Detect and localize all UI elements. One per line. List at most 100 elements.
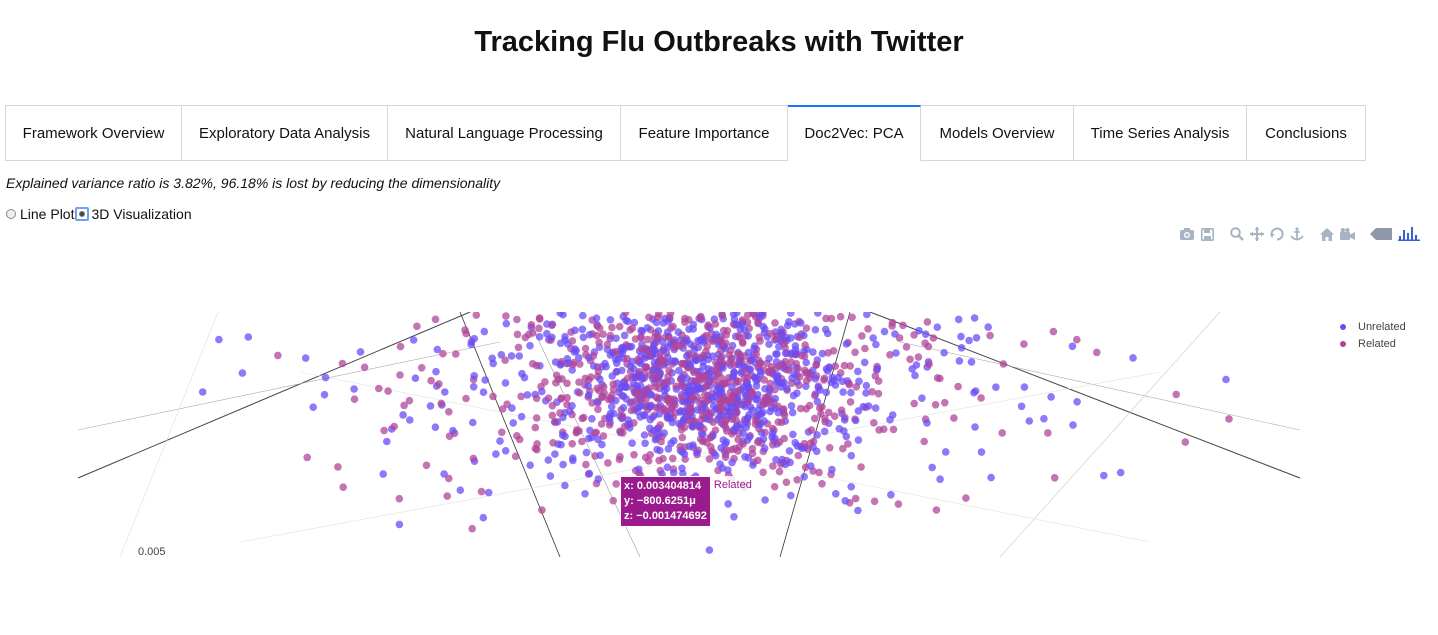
scatter-point — [238, 369, 247, 377]
scatter-point — [607, 402, 616, 411]
scatter-point — [467, 340, 476, 349]
scatter-point — [532, 414, 541, 422]
scatter-point — [1068, 342, 1077, 351]
scatter-point — [383, 437, 391, 446]
scatter-point — [753, 411, 762, 420]
scatter-point — [761, 325, 769, 333]
scatter-point — [1172, 390, 1180, 399]
scatter-point — [664, 317, 672, 326]
tab-doc2vec-pca[interactable]: Doc2Vec: PCA — [788, 105, 921, 161]
scatter-point — [743, 312, 752, 319]
scatter-point — [507, 352, 516, 360]
scatter-point — [619, 379, 627, 387]
orbit-icon[interactable] — [1269, 226, 1285, 242]
scatter-point — [759, 312, 767, 317]
scatter-point — [552, 371, 561, 380]
radio-line-plot[interactable] — [6, 209, 16, 219]
scatter-point — [556, 361, 565, 369]
scatter-point — [503, 400, 511, 408]
hover-icon[interactable] — [1369, 226, 1393, 242]
scatter-point — [544, 394, 553, 402]
scatter-point — [908, 365, 916, 373]
pca-3d-scatter-plot[interactable] — [0, 312, 1438, 557]
scatter-point — [433, 345, 442, 354]
tab-models-overview[interactable]: Models Overview — [921, 105, 1074, 161]
scatter-point — [470, 372, 479, 380]
tab-framework-overview[interactable]: Framework Overview — [5, 105, 182, 161]
scatter-point — [910, 399, 918, 408]
scatter-point — [933, 323, 942, 331]
scatter-point — [711, 367, 719, 375]
tab-time-series-analysis[interactable]: Time Series Analysis — [1074, 105, 1247, 161]
zoom-icon[interactable] — [1229, 226, 1245, 242]
turntable-icon[interactable] — [1289, 226, 1305, 242]
scatter-point — [390, 422, 399, 431]
home-icon[interactable] — [1319, 226, 1335, 242]
scatter-point — [802, 358, 810, 367]
radio-3d-visualization[interactable] — [75, 207, 90, 221]
scatter-point — [612, 480, 620, 488]
scatter-point — [854, 436, 863, 444]
tab-natural-language-processing[interactable]: Natural Language Processing — [388, 105, 621, 161]
scatter-point — [859, 402, 867, 411]
pan-icon[interactable] — [1249, 226, 1265, 242]
scatter-point — [797, 319, 805, 327]
scatter-point — [594, 435, 602, 444]
scatter-point — [215, 335, 223, 344]
scatter-point — [561, 481, 569, 490]
scatter-point — [612, 396, 620, 405]
scatter-point — [609, 496, 617, 505]
legend-label-unrelated: Unrelated — [1358, 320, 1406, 333]
scatter-point — [449, 426, 457, 435]
tab-conclusions[interactable]: Conclusions — [1247, 105, 1366, 161]
scatter-point — [848, 313, 856, 322]
scatter-point — [582, 448, 591, 457]
scatter-point — [557, 394, 566, 402]
plotly-logo-icon[interactable] — [1397, 226, 1421, 242]
scatter-point — [551, 418, 560, 426]
camera-view-icon[interactable] — [1339, 226, 1355, 242]
scatter-point — [514, 343, 523, 352]
scatter-point — [693, 448, 701, 457]
tab-exploratory-data-analysis[interactable]: Exploratory Data Analysis — [182, 105, 388, 161]
scatter-canvas[interactable] — [0, 312, 1438, 557]
radio-line-plot-label[interactable]: Line Plot — [20, 206, 75, 222]
scatter-point — [765, 368, 773, 377]
scatter-point — [321, 373, 330, 382]
scatter-point — [855, 377, 863, 386]
camera-icon[interactable] — [1179, 226, 1195, 242]
scatter-point — [654, 327, 663, 335]
scatter-point — [704, 365, 712, 373]
scatter-point — [781, 349, 790, 358]
scatter-point — [825, 363, 834, 371]
scatter-point — [768, 363, 776, 371]
save-icon[interactable] — [1199, 226, 1215, 242]
scatter-point — [198, 388, 207, 396]
scatter-point — [481, 376, 490, 384]
legend-item-unrelated[interactable]: Unrelated — [1340, 318, 1406, 335]
scatter-point — [1222, 375, 1230, 384]
scatter-point — [802, 405, 811, 413]
scatter-point — [795, 373, 804, 381]
scatter-point — [880, 327, 889, 336]
tab-feature-importance[interactable]: Feature Importance — [621, 105, 788, 161]
scatter-point — [498, 428, 506, 437]
scatter-point — [556, 339, 565, 348]
radio-3d-visualization-label[interactable]: 3D Visualization — [91, 206, 192, 222]
scatter-point — [557, 440, 565, 449]
scatter-point — [606, 409, 615, 418]
scatter-point — [858, 332, 866, 340]
scatter-point — [670, 343, 679, 352]
scatter-point — [706, 433, 714, 442]
scatter-point — [789, 430, 797, 439]
scatter-point — [739, 440, 747, 448]
scatter-point — [603, 340, 612, 349]
scatter-point — [579, 312, 587, 320]
scatter-point — [744, 398, 752, 406]
legend-item-related[interactable]: Related — [1340, 335, 1406, 352]
scatter-point — [970, 314, 979, 322]
scatter-point — [732, 416, 740, 424]
scatter-point — [676, 442, 685, 451]
scatter-point — [432, 367, 440, 376]
scatter-point — [830, 412, 839, 420]
